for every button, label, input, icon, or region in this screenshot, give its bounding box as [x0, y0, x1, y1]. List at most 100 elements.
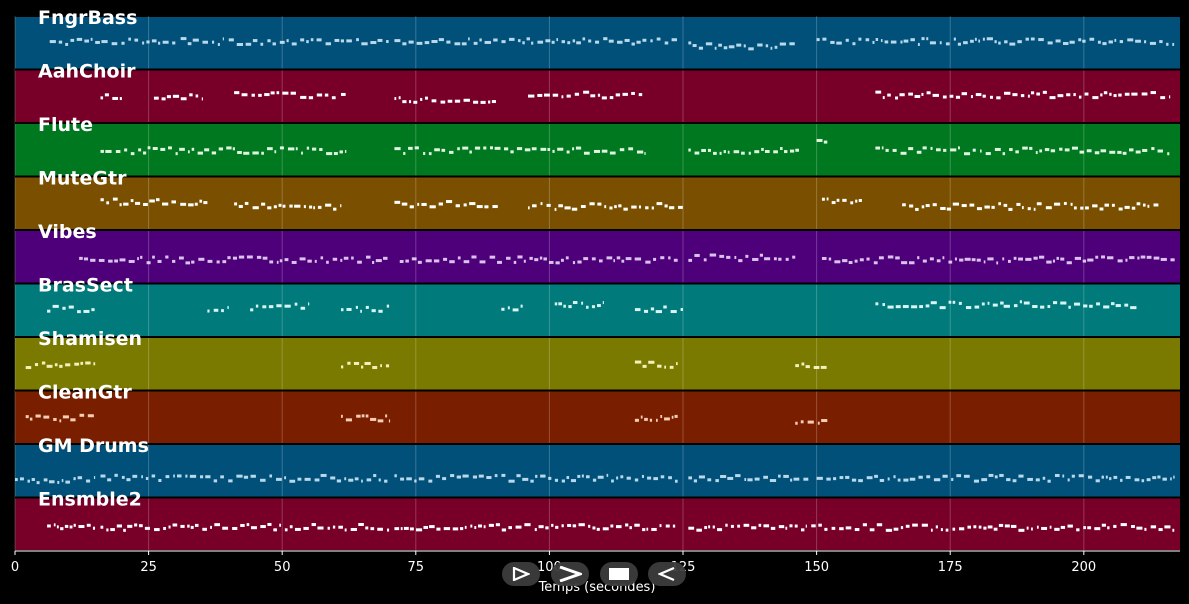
note [1166, 42, 1169, 46]
note [408, 40, 414, 44]
note [1102, 42, 1107, 46]
note [501, 528, 507, 532]
note [836, 41, 842, 45]
note [177, 474, 182, 478]
note [728, 45, 735, 49]
note [234, 91, 240, 95]
note [875, 37, 879, 41]
note [948, 300, 952, 304]
note [1047, 41, 1053, 45]
note [644, 417, 648, 421]
note [991, 205, 995, 209]
play-button[interactable] [502, 562, 540, 586]
note [1078, 474, 1084, 478]
note [807, 420, 814, 424]
note [204, 148, 210, 152]
note [727, 150, 730, 154]
note [334, 38, 340, 42]
note [58, 40, 63, 44]
note-cluster [795, 362, 827, 369]
note [90, 258, 96, 262]
note [854, 528, 860, 532]
track-bands [15, 17, 1180, 550]
note [240, 523, 245, 527]
note [1067, 478, 1070, 482]
note [636, 150, 644, 154]
note-cluster [1003, 300, 1137, 310]
note [688, 258, 693, 262]
note [173, 474, 175, 478]
note [572, 39, 576, 43]
note [545, 526, 549, 530]
note-cluster [100, 146, 347, 156]
note [1127, 38, 1134, 42]
note [1079, 150, 1085, 154]
note [194, 202, 198, 206]
note [1060, 301, 1067, 305]
note [646, 527, 649, 531]
note [581, 301, 584, 305]
note [383, 256, 388, 260]
note [642, 364, 647, 368]
note [195, 94, 199, 98]
note [794, 524, 798, 528]
note [952, 527, 956, 531]
note [785, 526, 788, 530]
note [1124, 205, 1130, 209]
note [897, 478, 901, 482]
note [634, 418, 639, 422]
note [87, 414, 94, 418]
note [951, 477, 954, 481]
note [930, 528, 933, 532]
note [544, 93, 550, 97]
note [463, 260, 470, 264]
note [394, 474, 397, 478]
note [950, 148, 957, 152]
note [905, 524, 910, 528]
note [250, 474, 256, 478]
stop-button[interactable] [600, 562, 638, 586]
rewind-button[interactable] [648, 562, 686, 586]
note-cluster [634, 360, 678, 369]
note [649, 418, 653, 422]
note [221, 309, 224, 313]
note [591, 305, 596, 309]
track-band-flute [15, 124, 1180, 176]
note [1100, 149, 1107, 153]
note [515, 525, 522, 529]
note [202, 527, 207, 531]
note [267, 206, 272, 210]
note [826, 477, 831, 481]
note [921, 92, 924, 96]
note [887, 477, 890, 481]
note [343, 256, 349, 260]
note [31, 478, 35, 482]
note [1084, 92, 1089, 96]
note [929, 257, 934, 261]
note [1062, 474, 1065, 478]
note [613, 259, 616, 263]
note [406, 477, 412, 481]
note [250, 308, 254, 312]
note [981, 302, 985, 306]
note [922, 146, 927, 150]
note [49, 40, 56, 44]
note [936, 148, 941, 152]
note [260, 525, 266, 529]
note [1124, 92, 1130, 96]
note [1159, 40, 1163, 44]
note [1140, 255, 1146, 259]
forward-button[interactable] [551, 562, 589, 586]
note [1089, 37, 1095, 41]
note [874, 474, 878, 478]
note [601, 149, 608, 153]
note [244, 201, 249, 205]
note [114, 259, 118, 263]
note [421, 202, 427, 206]
note [441, 148, 446, 152]
note [77, 310, 81, 314]
note-cluster [821, 197, 862, 205]
note [1082, 259, 1087, 263]
note [939, 41, 942, 45]
note [588, 39, 592, 43]
